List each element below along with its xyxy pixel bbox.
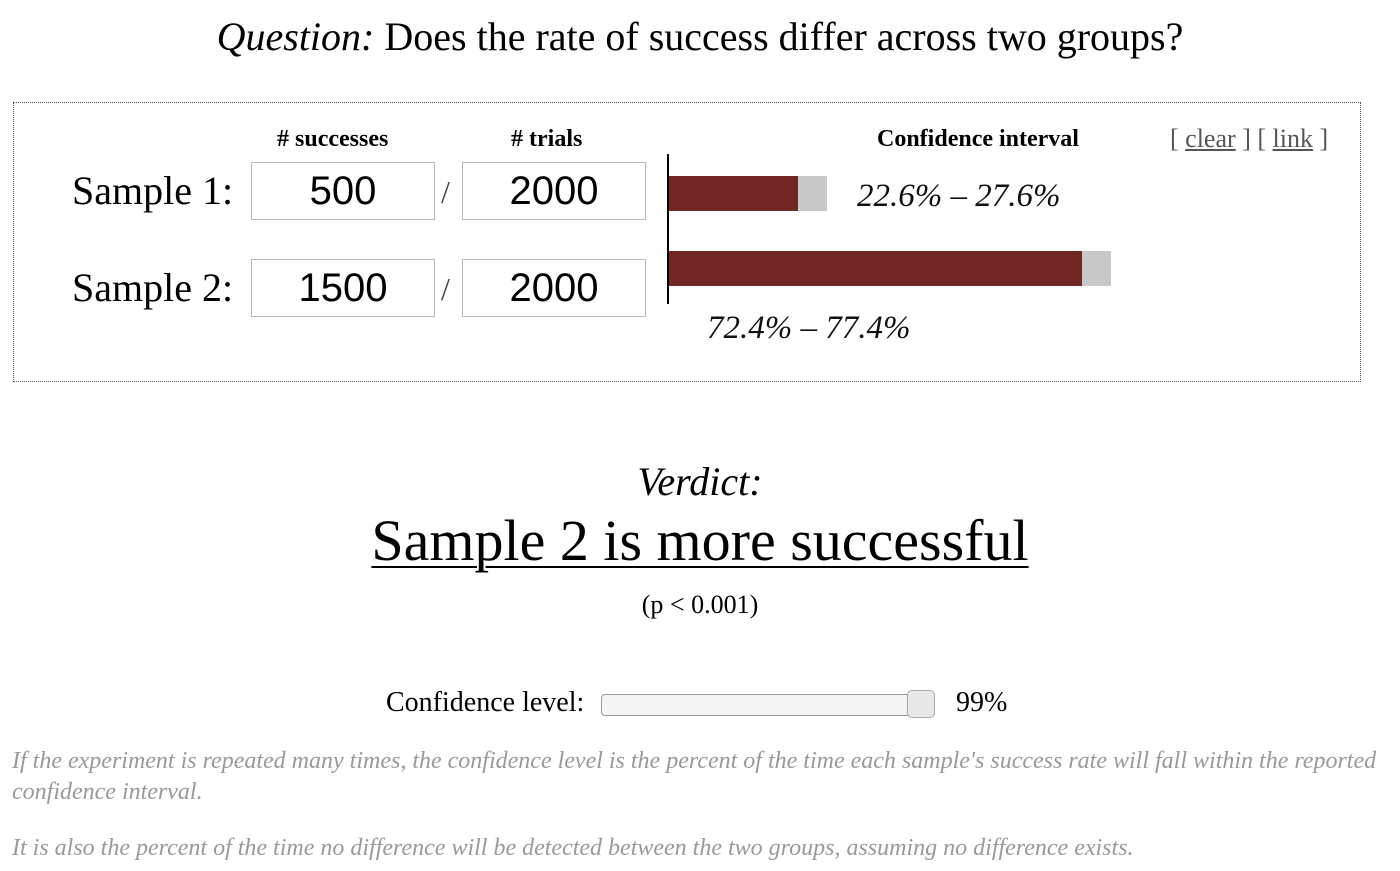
verdict-lead: Verdict: — [637, 459, 763, 504]
sample-1-separator: / — [441, 174, 450, 210]
sample-2-ci-label: 72.4% – 77.4% — [707, 310, 911, 346]
sample-2-successes-input[interactable] — [251, 259, 435, 317]
trials-header: # trials — [511, 126, 583, 152]
share-link[interactable]: link — [1272, 124, 1313, 153]
confidence-slider-track[interactable] — [601, 694, 935, 716]
question-text: Does the rate of success differ across t… — [384, 14, 1184, 59]
input-panel — [13, 102, 1361, 382]
sample-1-rate-fill — [669, 176, 799, 211]
verdict-result: Sample 2 is more successful — [0, 508, 1400, 574]
ci-header: Confidence interval — [877, 126, 1079, 152]
sample-2-label: Sample 2: — [72, 265, 234, 310]
question-heading: Question: Does the rate of success diffe… — [0, 12, 1400, 62]
sample-1-rate-bar — [669, 176, 1240, 211]
sample-1-label: Sample 1: — [72, 168, 234, 213]
question-lead: Question: — [216, 14, 375, 59]
panel-links: [ clear ] [ link ] — [1170, 124, 1329, 153]
confidence-slider-thumb[interactable] — [907, 690, 935, 718]
successes-header: # successes — [277, 126, 389, 152]
sample-1-ci-label: 22.6% – 27.6% — [857, 178, 1061, 214]
sample-2-rate-bar — [669, 251, 1240, 286]
sample-1-successes-input[interactable] — [251, 162, 435, 220]
sample-2-trials-input[interactable] — [462, 259, 646, 317]
confidence-value: 99% — [956, 687, 1008, 718]
sample-1-trials-input[interactable] — [462, 162, 646, 220]
clear-link[interactable]: clear — [1185, 124, 1236, 153]
p-value: (p < 0.001) — [641, 590, 759, 619]
sample-2-rate-fill — [669, 251, 1083, 286]
confidence-slider[interactable] — [601, 690, 935, 718]
ci-axis — [667, 154, 669, 304]
note-confidence-level: If the experiment is repeated many times… — [12, 748, 1377, 805]
confidence-label: Confidence level: — [386, 687, 585, 718]
note-no-difference: It is also the percent of the time no di… — [12, 835, 1134, 861]
verdict-result-text: Sample 2 is more successful — [371, 508, 1029, 573]
sample-2-separator: / — [441, 271, 450, 307]
